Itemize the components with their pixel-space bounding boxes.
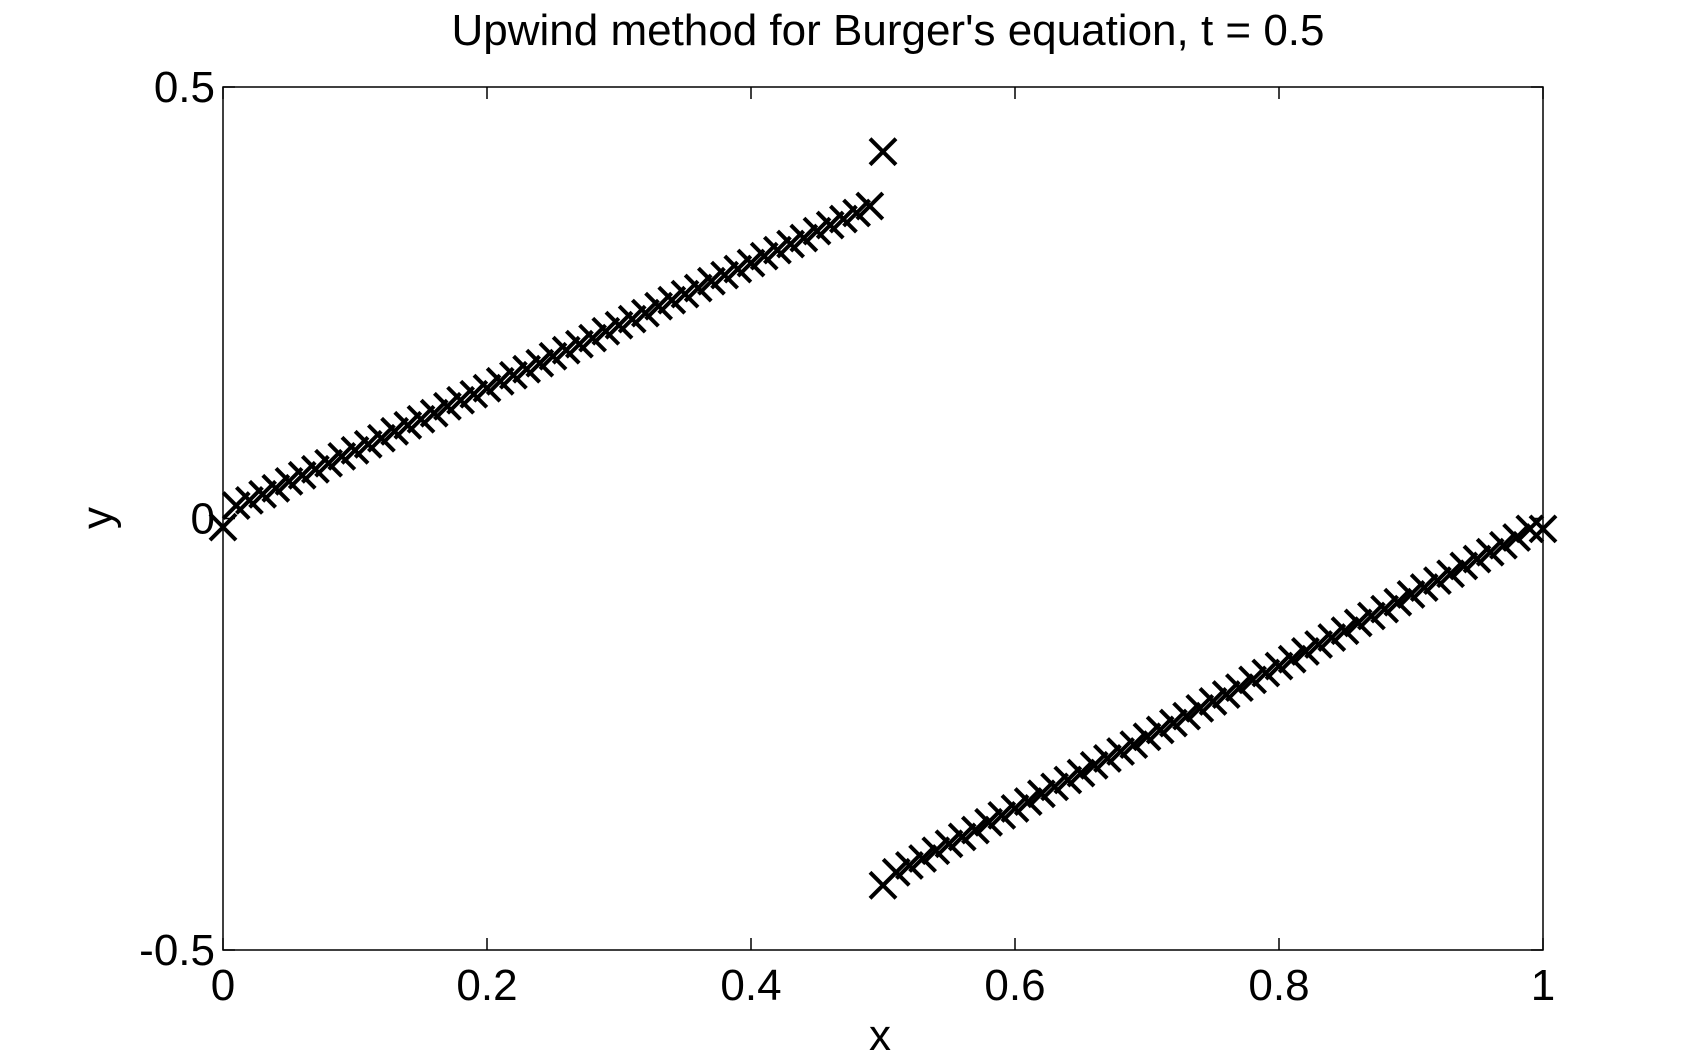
y-tick-label: 0 — [191, 495, 215, 544]
data-point-x-marker — [1383, 587, 1413, 617]
x-tick-label: 0.6 — [984, 961, 1045, 1010]
x-tick-label: 0.4 — [720, 961, 781, 1010]
data-point-x-marker — [1119, 730, 1149, 760]
y-axis: -0.5 0 0.5 — [139, 63, 1543, 975]
data-point-x-marker — [1436, 559, 1466, 589]
y-axis-label: y — [73, 507, 122, 529]
data-point-x-marker — [855, 191, 885, 221]
y-tick-label: -0.5 — [139, 926, 215, 975]
x-tick-label: 0.8 — [1248, 961, 1309, 1010]
y-tick-label: 0.5 — [154, 63, 215, 112]
x-tick-label: 0 — [211, 961, 235, 1010]
data-point-x-marker — [1066, 758, 1096, 788]
data-point-x-marker — [868, 137, 898, 167]
data-point-x-marker — [1013, 787, 1043, 816]
data-point-x-marker — [208, 512, 238, 542]
plot-area — [222, 86, 1544, 951]
data-point-x-marker — [1528, 514, 1558, 544]
data-point-x-marker — [1330, 616, 1360, 646]
data-point-x-marker — [1224, 673, 1254, 703]
x-axis: 0 0.2 0.4 0.6 0.8 1 — [211, 87, 1555, 1010]
x-tick-label: 1 — [1531, 961, 1555, 1010]
data-point-x-marker — [1515, 514, 1545, 544]
data-point-x-marker — [1277, 644, 1307, 674]
data-points — [208, 137, 1558, 900]
data-point-x-marker — [1502, 523, 1532, 552]
data-point-x-marker — [908, 844, 938, 873]
x-tick-label: 0.2 — [456, 961, 517, 1010]
x-axis-label: x — [869, 1011, 891, 1057]
data-point-x-marker — [960, 815, 990, 845]
chart-title: Upwind method for Burger's equation, t =… — [451, 6, 1324, 55]
data-point-x-marker — [1488, 530, 1518, 560]
data-point-x-marker — [1172, 701, 1202, 731]
